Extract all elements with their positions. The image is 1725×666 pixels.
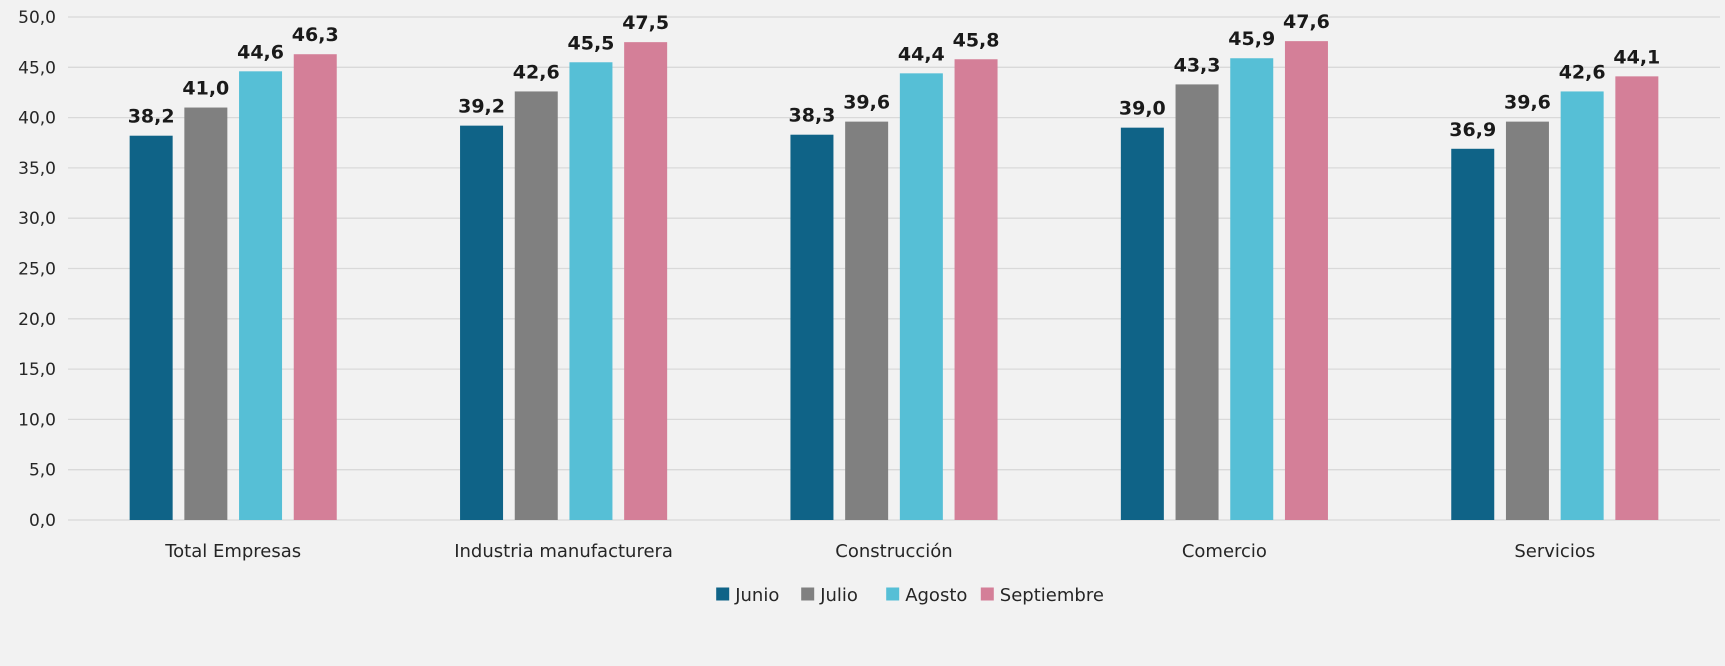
y-tick-label: 0,0	[29, 511, 56, 531]
bar-agosto-0	[239, 71, 283, 520]
data-label: 36,9	[1449, 119, 1496, 141]
data-label: 45,9	[1228, 28, 1275, 50]
bar-septiembre-3	[1284, 41, 1328, 520]
x-category-label: Comercio	[1182, 541, 1267, 562]
data-labels: 38,2 41,0 44,6 46,3 39,2 42,6 45,5 47,5 38,3 39,6…	[128, 11, 1661, 141]
legend: Junio Julio Agosto Septiembre	[716, 585, 1104, 606]
y-tick-label: 15,0	[18, 360, 56, 380]
y-tick-label: 10,0	[18, 410, 56, 430]
bar-junio-0	[129, 135, 173, 520]
data-label: 43,3	[1174, 54, 1221, 76]
bar-agosto-3	[1230, 58, 1274, 520]
data-label: 44,4	[898, 43, 945, 65]
y-tick-label: 35,0	[18, 159, 56, 179]
legend-swatch	[801, 587, 815, 601]
data-label: 38,3	[789, 105, 836, 127]
data-label: 44,6	[237, 41, 284, 63]
legend-label: Junio	[734, 585, 779, 606]
y-tick-label: 5,0	[29, 461, 56, 481]
y-tick-label: 20,0	[18, 310, 56, 330]
data-label: 41,0	[182, 78, 229, 100]
data-label: 47,5	[622, 12, 669, 34]
legend-swatch	[886, 587, 900, 601]
bar-julio-3	[1175, 84, 1219, 520]
data-label: 42,6	[1559, 61, 1606, 83]
legend-item-julio: Julio	[801, 585, 858, 606]
bar-julio-0	[184, 107, 228, 520]
legend-item-septiembre: Septiembre	[980, 585, 1104, 606]
y-tick-label: 45,0	[18, 58, 56, 78]
legend-item-agosto: Agosto	[886, 585, 967, 606]
y-tick-label: 50,0	[18, 8, 56, 28]
data-label: 39,0	[1119, 98, 1166, 120]
x-category-label: Industria manufacturera	[454, 541, 673, 562]
data-label: 39,6	[843, 92, 890, 114]
x-axis-category-labels: Total Empresas Industria manufacturera Con…	[164, 541, 1595, 562]
bar-septiembre-1	[624, 42, 668, 521]
y-tick-label: 25,0	[18, 260, 56, 280]
bars	[129, 41, 1659, 521]
x-category-label: Construcción	[835, 541, 952, 562]
y-tick-label: 30,0	[18, 209, 56, 229]
bar-junio-3	[1120, 127, 1164, 520]
data-label: 39,6	[1504, 92, 1551, 114]
bar-septiembre-2	[954, 59, 998, 520]
bar-julio-2	[845, 121, 889, 521]
data-label: 46,3	[292, 24, 339, 46]
bar-junio-4	[1451, 148, 1495, 520]
legend-swatch	[980, 587, 994, 601]
bar-junio-2	[790, 134, 834, 520]
x-category-label: Servicios	[1514, 541, 1595, 562]
x-category-label: Total Empresas	[164, 541, 301, 562]
bar-agosto-2	[899, 73, 943, 520]
data-label: 44,1	[1613, 46, 1660, 68]
bar-junio-1	[460, 125, 504, 520]
legend-label: Agosto	[905, 585, 967, 606]
data-label: 38,2	[128, 106, 175, 128]
bar-julio-4	[1505, 121, 1549, 521]
data-label: 45,8	[953, 29, 1000, 51]
bar-agosto-4	[1560, 91, 1604, 520]
data-label: 39,2	[458, 96, 505, 118]
data-label: 45,5	[568, 32, 615, 54]
bar-agosto-1	[569, 62, 613, 521]
data-label: 42,6	[513, 61, 560, 83]
legend-item-junio: Junio	[716, 585, 779, 606]
legend-swatch	[716, 587, 730, 601]
bar-julio-1	[514, 91, 558, 520]
y-tick-label: 40,0	[18, 109, 56, 129]
bar-septiembre-0	[293, 54, 337, 521]
y-axis-tick-labels: 0,0 5,0 10,0 15,0 20,0 25,0 30,0 35,0 40,0 45,0 50…	[18, 8, 56, 531]
data-label: 47,6	[1283, 11, 1330, 33]
gridlines	[68, 16, 1720, 521]
bar-septiembre-4	[1615, 76, 1659, 520]
legend-label: Septiembre	[1000, 585, 1104, 606]
legend-label: Julio	[819, 585, 858, 606]
